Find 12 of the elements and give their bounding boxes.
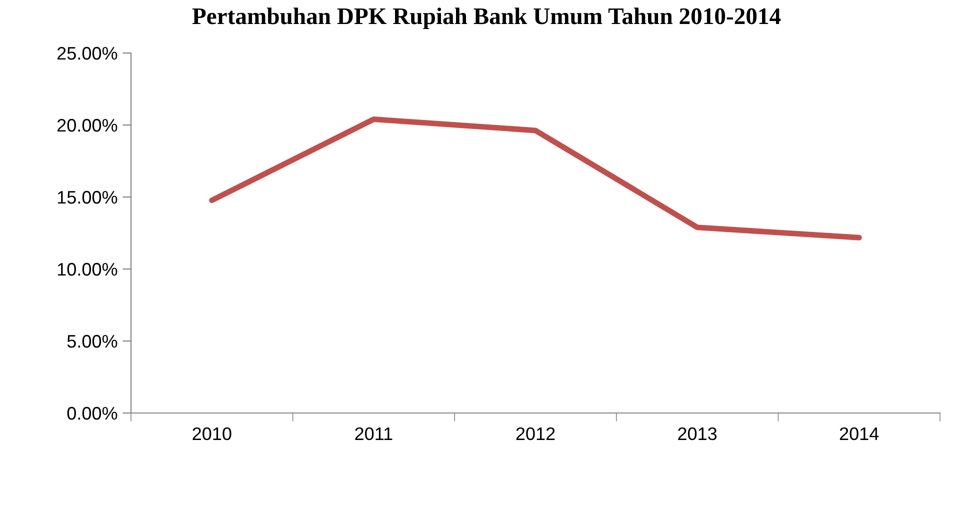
x-tick-label: 2010	[192, 427, 232, 440]
y-tick-label: 0.00%	[67, 406, 118, 420]
y-tick-label: 20.00%	[57, 118, 118, 132]
y-tick-label: 5.00%	[67, 334, 118, 348]
x-tick-label: 2012	[516, 427, 555, 440]
x-tick-label: 2011	[355, 427, 392, 440]
y-tick-label: 25.00%	[57, 46, 118, 60]
y-tick-label: 10.00%	[58, 262, 118, 276]
chart-title: Pertambuhan DPK Rupiah Bank Umum Tahun 2010-2014	[192, 8, 781, 30]
y-tick-label: 15.00%	[58, 190, 118, 204]
x-tick-label: 2014	[840, 427, 879, 440]
x-tick-label: 2013	[678, 427, 717, 440]
